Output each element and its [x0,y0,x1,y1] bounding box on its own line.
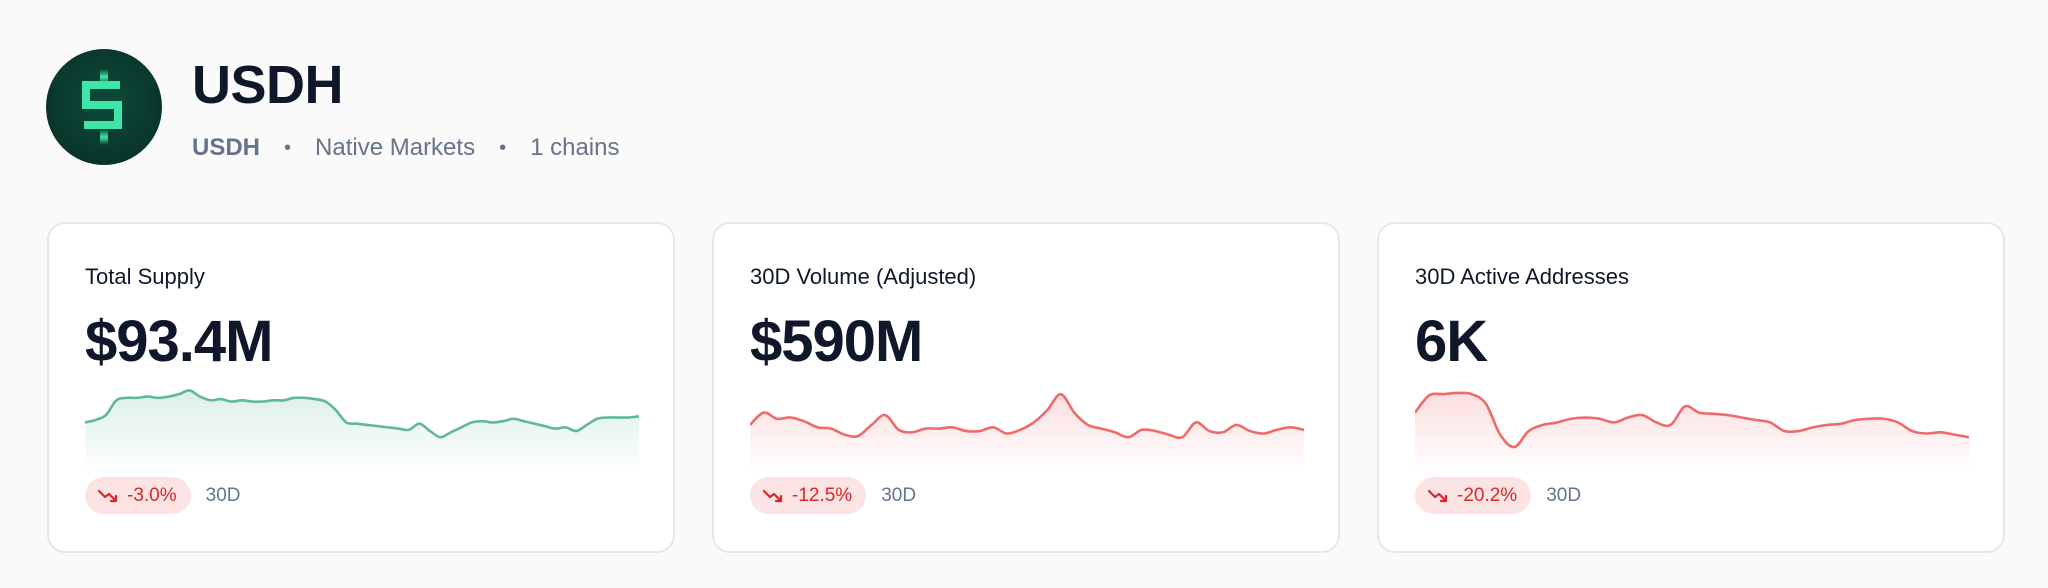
change-badge: -3.0% [85,477,191,514]
sparkline-line [1415,391,1969,449]
trending-down-icon [1427,489,1448,502]
asset-title: USDH [192,55,344,115]
card-label: 30D Active Addresses [1415,264,1630,289]
card-30d-volume[interactable]: 30D Volume (Adjusted) $590M -12.5% 30D [712,222,1340,553]
change-value: -12.5% [792,484,853,506]
asset-header: USDH USDH • Native Markets • 1 chains [46,49,619,165]
card-30d-active-addresses[interactable]: 30D Active Addresses 6K -20.2% 30D [1377,222,2005,553]
period-label: 30D [881,484,917,506]
sparkline-area [85,390,639,474]
card-value: $93.4M [85,309,273,374]
change-value: -3.0% [127,484,177,506]
change-badge: -20.2% [1415,477,1532,514]
sparkline-chart [750,392,1304,474]
trending-down-icon [762,489,783,502]
card-footer: -12.5% 30D [750,477,916,514]
period-label: 30D [1546,484,1582,506]
sparkline-chart [1415,391,1969,474]
card-value: 6K [1415,309,1488,374]
change-badge: -12.5% [750,477,867,514]
card-label: Total Supply [85,264,205,289]
asset-title-block: USDH USDH • Native Markets • 1 chains [192,52,619,162]
sparkline-line [750,392,1304,440]
asset-issuer[interactable]: Native Markets [315,134,476,161]
card-value: $590M [750,309,923,374]
separator-dot: • [499,136,507,159]
sparkline-area [1415,392,1969,474]
asset-chains[interactable]: 1 chains [530,134,620,161]
sparkline-line [85,389,639,439]
sparkline-chart [85,389,639,474]
card-total-supply[interactable]: Total Supply $93.4M -3.0% 30D [47,222,675,553]
card-footer: -20.2% 30D [1415,477,1581,514]
asset-meta: USDH • Native Markets • 1 chains [192,134,619,162]
separator-dot: • [284,136,292,159]
card-footer: -3.0% 30D [85,477,241,514]
dollar-sign-icon [82,69,122,145]
card-label: 30D Volume (Adjusted) [750,264,977,289]
asset-symbol: USDH [192,134,261,161]
metric-cards: Total Supply $93.4M -3.0% 30D 30D Volume… [47,222,2005,553]
sparkline-area [750,394,1304,474]
trending-down-icon [97,489,118,502]
usdh-logo [46,49,162,165]
change-value: -20.2% [1457,484,1518,506]
period-label: 30D [205,484,241,506]
